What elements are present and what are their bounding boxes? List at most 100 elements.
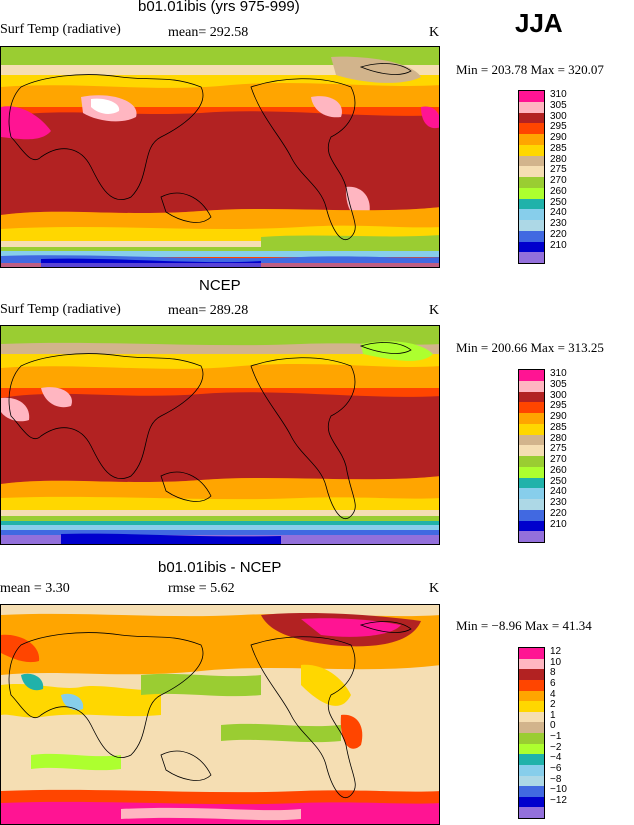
colorbar-swatch <box>519 477 544 489</box>
colorbar-tick-label: 230 <box>550 497 567 508</box>
colorbar-swatch <box>519 187 544 199</box>
panel-1-field: Surf Temp (radiative) <box>0 22 121 37</box>
colorbar-tick-label: 295 <box>550 121 567 133</box>
colorbar-tick-label: 290 <box>550 411 567 422</box>
colorbar-tick-label: 8 <box>550 667 556 679</box>
colorbar-swatch <box>519 701 544 712</box>
colorbar-tick-label: 210 <box>550 239 567 251</box>
colorbar-1 <box>518 90 545 264</box>
colorbar-tick-label: 285 <box>550 142 567 154</box>
colorbar-tick-label: 240 <box>550 486 567 498</box>
colorbar-swatch <box>519 241 544 253</box>
colorbar-swatch <box>519 722 544 733</box>
colorbar-swatch <box>519 209 544 220</box>
colorbar-tick-label: −1 <box>550 731 562 742</box>
colorbar-tick-label: 300 <box>550 110 567 122</box>
panel-1-minmax: Min = 203.78 Max = 320.07 <box>456 62 604 77</box>
colorbar-tick-label: −8 <box>550 773 562 785</box>
colorbar-tick-label: −10 <box>550 784 567 796</box>
colorbar-swatch <box>519 155 544 167</box>
colorbar-swatch <box>519 754 544 765</box>
colorbar-swatch <box>519 509 544 521</box>
colorbar-swatch <box>519 380 544 392</box>
colorbar-swatch <box>519 711 544 723</box>
colorbar-swatch <box>519 402 544 413</box>
colorbar-tick-label: 2 <box>550 699 556 711</box>
panel-1-map <box>0 46 440 268</box>
colorbar-swatch <box>519 445 544 456</box>
colorbar-swatch <box>519 679 544 691</box>
colorbar-tick-label: −12 <box>550 794 567 806</box>
colorbar-swatch <box>519 531 544 542</box>
colorbar-tick-label: 295 <box>550 400 567 412</box>
colorbar-swatch <box>519 775 544 787</box>
colorbar-swatch <box>519 391 544 403</box>
panel-2-title: NCEP <box>199 277 241 294</box>
colorbar-swatch <box>519 520 544 532</box>
colorbar-swatch <box>519 786 544 797</box>
colorbar-tick-label: 280 <box>550 153 567 165</box>
panel-2-field: Surf Temp (radiative) <box>0 302 121 317</box>
colorbar-tick-label: 220 <box>550 228 567 240</box>
colorbar-tick-label: 12 <box>550 646 562 657</box>
panel-3-units: K <box>429 581 440 596</box>
colorbar-tick-label: 220 <box>550 507 567 519</box>
colorbar-3 <box>518 647 545 819</box>
colorbar-swatch <box>519 733 544 744</box>
colorbar-swatch <box>519 177 544 188</box>
panel-3-rmse: rmse = 5.62 <box>168 581 235 596</box>
colorbar-tick-label: 290 <box>550 132 567 143</box>
season-label: JJA <box>515 8 563 38</box>
colorbar-swatch <box>519 690 544 702</box>
colorbar-swatch <box>519 123 544 134</box>
colorbar-tick-label: 240 <box>550 207 567 219</box>
colorbar-tick-label: 310 <box>550 368 567 379</box>
panel-1-mean: mean= 292.58 <box>168 25 249 40</box>
colorbar-tick-label: 260 <box>550 464 567 476</box>
panel-3-minmax: Min = −8.96 Max = 41.34 <box>456 618 592 633</box>
colorbar-swatch <box>519 488 544 499</box>
colorbar-swatch <box>519 252 544 263</box>
colorbar-swatch <box>519 764 544 776</box>
colorbar-swatch <box>519 658 544 670</box>
colorbar-swatch <box>519 413 544 424</box>
colorbar-swatch <box>519 466 544 478</box>
colorbar-swatch <box>519 134 544 145</box>
colorbar-swatch <box>519 370 544 381</box>
colorbar-tick-label: −6 <box>550 762 562 774</box>
colorbar-swatch <box>519 648 544 659</box>
colorbar-tick-label: 250 <box>550 196 567 208</box>
colorbar-tick-label: 1 <box>550 709 556 721</box>
colorbar-tick-label: 305 <box>550 99 567 111</box>
panel-2-map <box>0 325 440 545</box>
panel-1-title: b01.01ibis (yrs 975-999) <box>138 0 300 15</box>
colorbar-swatch <box>519 669 544 680</box>
colorbar-tick-label: 270 <box>550 454 567 465</box>
colorbar-tick-label: 280 <box>550 432 567 444</box>
colorbar-swatch <box>519 499 544 510</box>
colorbar-swatch <box>519 796 544 808</box>
colorbar-tick-label: 310 <box>550 89 567 100</box>
colorbar-tick-label: 285 <box>550 421 567 433</box>
colorbar-swatch <box>519 198 544 210</box>
colorbar-tick-label: 270 <box>550 175 567 186</box>
colorbar-tick-label: 10 <box>550 656 562 668</box>
colorbar-swatch <box>519 807 544 818</box>
colorbar-tick-label: 0 <box>550 720 556 732</box>
colorbar-swatch <box>519 230 544 242</box>
colorbar-tick-label: 230 <box>550 218 567 229</box>
colorbar-swatch <box>519 112 544 124</box>
colorbar-tick-label: −4 <box>550 752 562 764</box>
panel-1-units: K <box>429 25 440 40</box>
colorbar-tick-label: 6 <box>550 677 556 689</box>
panel-2-units: K <box>429 303 440 318</box>
colorbar-tick-label: 275 <box>550 164 567 176</box>
colorbar-tick-label: −2 <box>550 741 562 753</box>
colorbar-tick-label: 250 <box>550 475 567 487</box>
colorbar-tick-label: 275 <box>550 443 567 455</box>
colorbar-tick-label: 4 <box>550 688 556 700</box>
colorbar-2 <box>518 369 545 543</box>
panel-3-map <box>0 604 440 825</box>
colorbar-swatch <box>519 144 544 156</box>
panel-2-mean: mean= 289.28 <box>168 303 249 318</box>
